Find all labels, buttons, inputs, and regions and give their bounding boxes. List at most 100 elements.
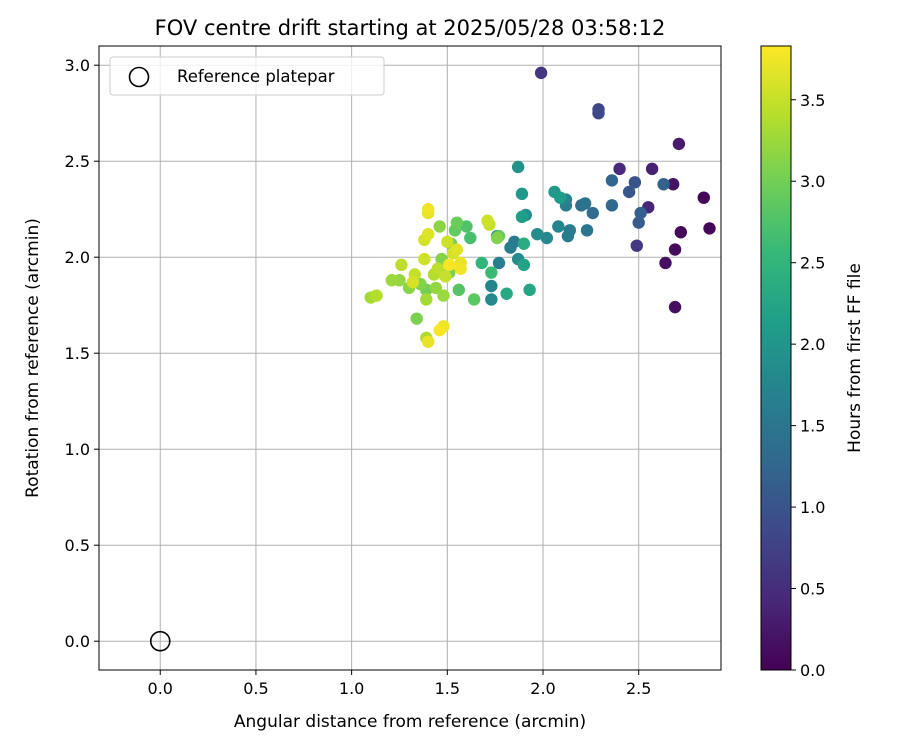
- data-point: [485, 266, 498, 279]
- x-tick-label: 2.0: [530, 679, 555, 698]
- data-point: [552, 220, 565, 233]
- data-point: [666, 178, 680, 191]
- data-point: [504, 241, 517, 254]
- data-point: [674, 226, 688, 239]
- data-point: [418, 252, 431, 266]
- colorbar-label: Hours from first FF file: [845, 263, 865, 453]
- data-point: [634, 206, 647, 220]
- legend-box: [109, 56, 385, 96]
- data-point: [439, 270, 452, 283]
- plot-frame: [98, 45, 722, 671]
- data-point: [605, 174, 619, 187]
- reference-marker: [149, 630, 171, 652]
- x-tick-label: 1.5: [435, 679, 460, 698]
- y-tick-label: 2.5: [65, 152, 90, 171]
- data-point: [534, 66, 548, 80]
- data-point: [613, 162, 626, 176]
- data-point: [592, 107, 605, 120]
- data-point: [450, 243, 464, 256]
- data-point: [500, 287, 513, 300]
- data-point: [460, 220, 473, 233]
- data-point: [485, 279, 498, 293]
- y-tick-label: 0.0: [65, 632, 90, 651]
- y-tick-label: 1.5: [65, 344, 90, 363]
- data-point: [441, 235, 454, 249]
- data-point: [467, 293, 481, 306]
- chart-title: FOV centre drift starting at 2025/05/28 …: [155, 16, 666, 40]
- data-point: [668, 300, 682, 314]
- colorbar-ticks: 0.0 0.5 1.0 1.5 2.0 2.5 3.0 3.5: [791, 91, 825, 680]
- x-axis-label: Angular distance from reference (arcmin): [234, 712, 586, 732]
- data-point: [561, 229, 575, 243]
- x-tick-label: 0.0: [148, 679, 173, 698]
- data-point: [531, 227, 544, 241]
- data-point: [697, 191, 710, 204]
- data-point: [420, 293, 433, 306]
- data-point: [645, 162, 659, 176]
- data-point: [540, 231, 554, 245]
- colorbar-tick-label: 2.0: [800, 335, 825, 354]
- data-point: [452, 283, 466, 297]
- data-point: [632, 216, 645, 229]
- data-point: [464, 231, 477, 245]
- data-point: [659, 256, 672, 270]
- scatter-points: [364, 66, 716, 348]
- y-tick-label: 3.0: [65, 56, 90, 75]
- data-point: [485, 293, 498, 306]
- data-point: [515, 210, 529, 224]
- x-tick-label: 1.0: [339, 679, 364, 698]
- data-point: [586, 206, 599, 220]
- data-point: [433, 220, 446, 233]
- data-point: [622, 185, 636, 199]
- data-point: [554, 191, 567, 204]
- y-axis-ticks: 0.0 0.5 1.0 1.5 2.0 2.5 3.0: [65, 56, 99, 651]
- y-tick-label: 2.0: [65, 248, 90, 267]
- data-point: [580, 224, 594, 237]
- data-point: [492, 256, 506, 270]
- data-point: [433, 323, 446, 337]
- data-point: [410, 312, 423, 325]
- legend: Reference platepar: [109, 56, 385, 96]
- data-point: [657, 178, 670, 191]
- x-tick-label: 0.5: [243, 679, 268, 698]
- data-point: [429, 281, 443, 295]
- legend-marker: [128, 66, 150, 88]
- data-point: [431, 262, 444, 275]
- data-point: [450, 216, 464, 229]
- data-point: [370, 289, 383, 302]
- data-point: [515, 187, 529, 201]
- colorbar-tick-label: 3.0: [800, 172, 825, 191]
- reference-point: [149, 630, 171, 652]
- data-point: [517, 237, 531, 250]
- data-point: [490, 231, 504, 245]
- y-axis-label: Rotation from reference (arcmin): [23, 218, 43, 498]
- data-point: [421, 335, 435, 348]
- colorbar-tick-label: 1.0: [800, 498, 825, 517]
- legend-label: Reference platepar: [177, 67, 335, 86]
- data-point: [481, 214, 494, 227]
- data-point: [385, 274, 399, 287]
- data-point: [628, 176, 642, 189]
- colorbar-tick-label: 3.5: [800, 91, 825, 110]
- grid: [99, 46, 721, 670]
- colorbar-tick-label: 0.0: [800, 661, 825, 680]
- data-point: [630, 239, 643, 252]
- x-tick-label: 2.5: [626, 679, 651, 698]
- data-point: [605, 199, 619, 212]
- data-point: [421, 203, 435, 216]
- colorbar: [760, 45, 792, 671]
- data-point: [523, 283, 536, 297]
- data-point: [578, 197, 592, 210]
- data-point: [672, 137, 686, 151]
- data-point: [395, 258, 408, 272]
- colorbar-tick-label: 2.5: [800, 254, 825, 273]
- data-point: [703, 222, 716, 235]
- data-point: [475, 256, 488, 270]
- colorbar-tick-label: 0.5: [800, 580, 825, 599]
- data-point: [454, 262, 467, 275]
- data-point: [437, 289, 450, 302]
- data-point: [668, 243, 682, 256]
- data-point: [406, 275, 420, 289]
- data-point: [517, 258, 531, 272]
- data-point: [421, 227, 435, 241]
